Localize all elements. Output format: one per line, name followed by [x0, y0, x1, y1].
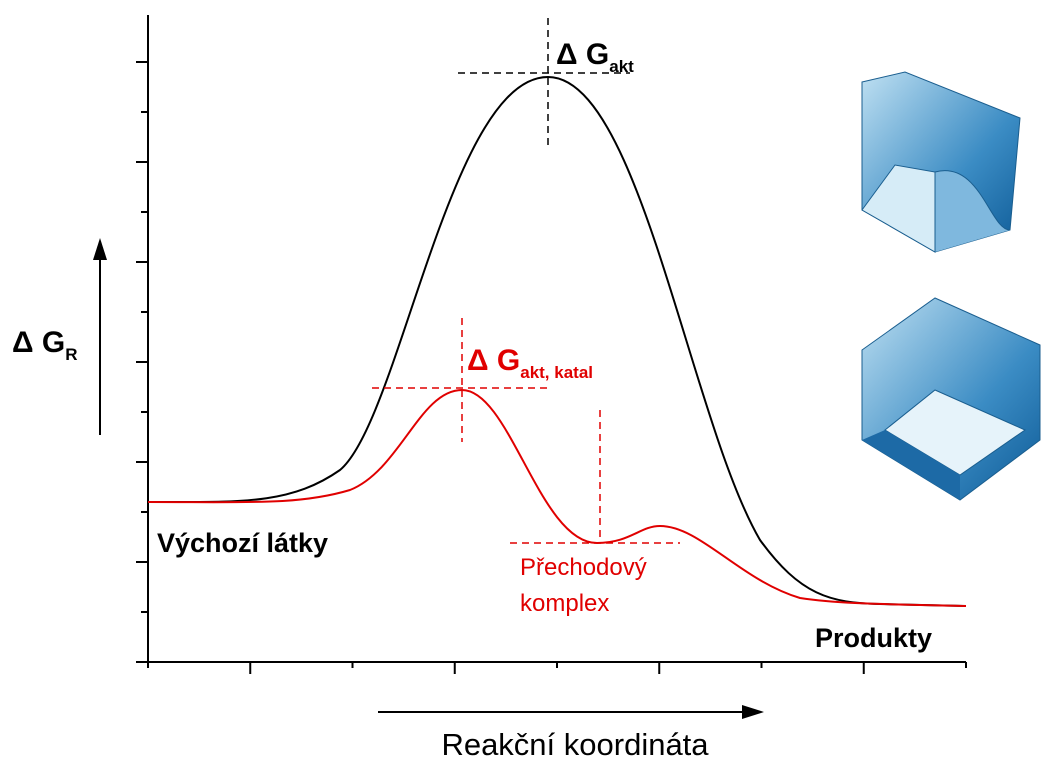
x-arrowhead: [742, 705, 764, 719]
reactants-label: Výchozí látky: [157, 528, 328, 558]
surface-icon-bottom: [861, 297, 1041, 501]
products-label: Produkty: [815, 623, 932, 653]
guides: [372, 18, 680, 544]
catalyzed-curve: [147, 388, 967, 607]
catalyzed-label: Δ Gakt, katal: [467, 344, 593, 382]
intermediate-label-1: Přechodový: [520, 554, 647, 581]
activation-label: Δ Gakt: [556, 38, 634, 76]
axes: [136, 15, 967, 674]
uncatalyzed-curve: [147, 75, 967, 607]
intermediate-label-2: komplex: [520, 590, 609, 617]
x-axis-label: Reakční koordináta: [441, 727, 709, 758]
y-arrowhead: [93, 238, 107, 260]
surface-icon-top: [861, 71, 1021, 253]
energy-axis-label: Δ GR: [12, 326, 78, 364]
